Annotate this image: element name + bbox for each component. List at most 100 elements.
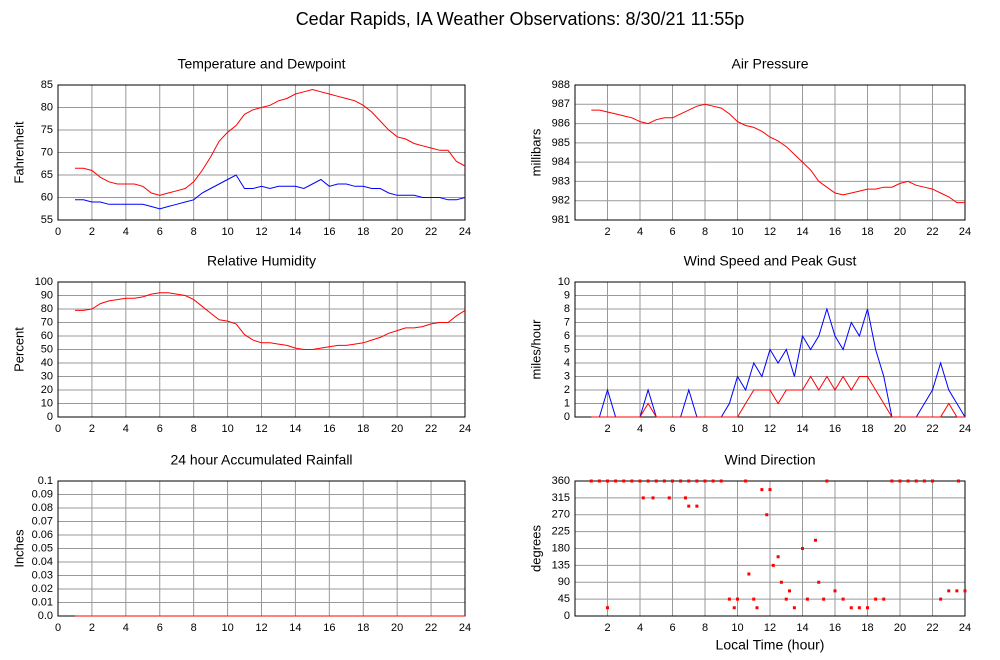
x-tick-label: 6: [157, 226, 163, 238]
data-point: [703, 479, 707, 483]
x-tick-label: 14: [289, 622, 301, 634]
x-tick-label: 22: [425, 423, 437, 435]
data-point: [882, 597, 886, 601]
data-point: [825, 479, 829, 483]
y-tick-label: 90: [41, 289, 53, 301]
y-tick-label: 0: [564, 411, 570, 423]
x-tick-label: 10: [731, 622, 743, 634]
x-tick-label: 24: [459, 423, 471, 435]
y-axis-label: Percent: [11, 327, 26, 372]
data-point: [771, 563, 775, 567]
x-tick-label: 24: [959, 226, 971, 238]
data-point: [874, 597, 878, 601]
y-tick-label: 1: [564, 397, 570, 409]
x-axis-label: Local Time (hour): [716, 637, 825, 653]
x-tick-label: 10: [221, 622, 233, 634]
x-tick-label: 22: [425, 226, 437, 238]
data-point: [963, 589, 967, 593]
data-point: [922, 479, 926, 483]
data-point: [641, 496, 645, 500]
data-point: [684, 496, 687, 500]
y-axis-label: Fahrenheit: [11, 121, 26, 184]
x-tick-label: 16: [829, 226, 841, 238]
y-axis-label: degrees: [528, 525, 543, 572]
y-tick-label: 985: [552, 137, 570, 149]
data-point: [695, 504, 699, 508]
x-tick-label: 24: [959, 423, 971, 435]
x-tick-label: 4: [637, 226, 643, 238]
data-point: [638, 479, 642, 483]
x-tick-label: 10: [731, 226, 743, 238]
x-tick-label: 20: [894, 423, 906, 435]
y-tick-label: 0.1: [38, 475, 53, 487]
y-tick-label: 983: [552, 175, 570, 187]
y-axis-label: miles/hour: [528, 319, 543, 380]
y-tick-label: 982: [552, 195, 570, 207]
x-tick-label: 22: [926, 622, 938, 634]
x-tick-label: 4: [123, 622, 129, 634]
x-tick-label: 14: [289, 423, 301, 435]
data-line: [75, 174, 466, 210]
x-tick-label: 6: [669, 226, 675, 238]
y-tick-label: 9: [564, 289, 570, 301]
y-axis-label: millibars: [528, 128, 543, 176]
y-tick-label: 0.02: [32, 583, 53, 595]
x-tick-label: 2: [604, 622, 610, 634]
y-tick-label: 75: [41, 124, 53, 136]
data-point: [788, 589, 791, 593]
data-point: [711, 479, 715, 483]
data-point: [651, 496, 655, 500]
x-tick-label: 4: [123, 226, 129, 238]
data-point: [606, 479, 609, 483]
y-tick-label: 0.07: [32, 515, 53, 527]
data-point: [760, 488, 764, 492]
data-point: [898, 479, 902, 483]
x-tick-label: 22: [926, 226, 938, 238]
data-point: [622, 479, 626, 483]
y-tick-label: 60: [41, 191, 53, 203]
x-tick-label: 18: [357, 423, 369, 435]
data-point: [768, 488, 772, 492]
data-point: [866, 606, 869, 610]
x-tick-label: 8: [702, 423, 708, 435]
x-tick-label: 16: [829, 622, 841, 634]
x-tick-label: 0: [55, 622, 61, 634]
data-point: [947, 589, 951, 593]
x-tick-label: 10: [731, 423, 743, 435]
x-tick-label: 14: [796, 622, 808, 634]
x-tick-label: 18: [357, 226, 369, 238]
y-tick-label: 2: [564, 384, 570, 396]
data-point: [931, 479, 934, 483]
x-tick-label: 12: [255, 226, 267, 238]
x-tick-label: 4: [123, 423, 129, 435]
data-point: [817, 580, 821, 584]
plot-frame: [574, 281, 966, 418]
x-tick-label: 12: [255, 622, 267, 634]
x-tick-label: 20: [391, 423, 403, 435]
y-tick-label: 135: [552, 559, 570, 571]
data-point: [744, 479, 748, 483]
y-tick-label: 10: [41, 397, 53, 409]
data-point: [776, 555, 780, 559]
y-tick-label: 984: [552, 156, 570, 168]
plot-frame: [57, 281, 466, 418]
x-tick-label: 20: [391, 226, 403, 238]
plot-frame: [574, 480, 966, 617]
data-point: [841, 597, 845, 601]
chart-title: Air Pressure: [731, 56, 808, 72]
x-tick-label: 8: [702, 226, 708, 238]
y-tick-label: 80: [41, 303, 53, 315]
y-tick-label: 0.03: [32, 569, 53, 581]
data-line: [75, 292, 466, 350]
y-tick-label: 4: [564, 357, 570, 369]
data-point: [687, 479, 691, 483]
data-point: [719, 479, 723, 483]
data-point: [732, 606, 736, 610]
chart-title: Temperature and Dewpoint: [177, 56, 345, 72]
data-point: [957, 479, 960, 483]
x-tick-label: 16: [323, 226, 335, 238]
y-tick-label: 65: [41, 169, 53, 181]
y-tick-label: 360: [552, 475, 570, 487]
